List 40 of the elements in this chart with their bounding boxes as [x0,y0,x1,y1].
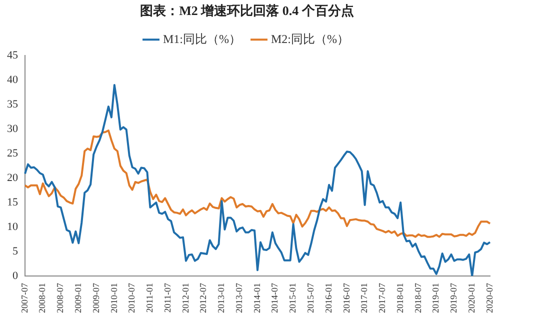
x-tick-label: 2019-01 [430,283,441,314]
x-tick-label: 2011-01 [144,283,155,313]
legend-label: M2:同比（%） [271,32,349,46]
x-tick-label: 2016-07 [341,282,352,314]
x-tick-label: 2017-07 [377,282,388,314]
x-tick-label: 2013-07 [234,282,244,314]
x-tick-label: 2018-07 [412,282,423,314]
x-tick-label: 2019-07 [448,282,459,314]
x-tick-label: 2013-01 [216,283,226,314]
x-tick-label: 2011-07 [162,282,172,313]
y-tick-label: 25 [7,147,18,160]
x-tick-label: 2008-07 [55,282,66,314]
y-tick-label: 10 [7,220,18,233]
x-tick-label: 2007-07 [19,282,30,314]
y-tick-label: 15 [7,196,18,208]
y-tick-label: 0 [12,270,18,282]
y-tick-label: 20 [7,172,18,184]
y-tick-label: 35 [7,98,18,110]
x-tick-label: 2012-01 [180,283,190,314]
x-tick-label: 2009-01 [73,283,84,314]
x-tick-label: 2010-07 [126,282,137,314]
x-tick-label: 2008-01 [37,283,48,314]
x-tick-label: 2015-07 [306,282,316,314]
chart-title: 图表：M2 增速环比回落 0.4 个百分点 [140,3,354,18]
x-tick-label: 2012-07 [198,282,208,314]
legend-label: M1:同比（%） [163,32,241,46]
x-tick-label: 2015-01 [288,283,298,314]
y-tick-label: 40 [7,74,18,86]
x-tick-label: 2014-01 [252,283,262,314]
x-tick-label: 2014-07 [270,282,280,314]
x-tick-label: 2017-01 [359,283,370,314]
x-tick-label: 2010-01 [108,283,119,314]
x-tick-label: 2009-07 [90,282,101,314]
y-tick-label: 5 [12,245,18,258]
y-tick-label: 45 [7,49,18,62]
x-tick-label: 2018-01 [394,283,405,314]
x-tick-label: 2016-01 [323,283,334,314]
x-tick-label: 2020-01 [466,283,476,314]
y-tick-label: 30 [7,122,18,135]
x-tick-label: 2020-07 [484,282,494,314]
